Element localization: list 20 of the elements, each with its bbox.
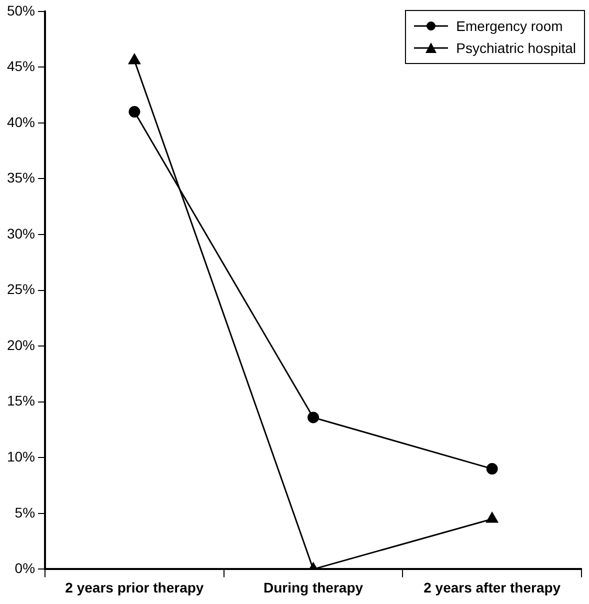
y-tick-label: 45% — [6, 58, 36, 74]
y-tick-label: 0% — [14, 560, 36, 576]
point — [486, 463, 498, 475]
x-tick-label: 2 years prior therapy — [65, 579, 204, 596]
point — [486, 512, 498, 523]
y-tick-label: 30% — [6, 225, 36, 242]
y-tick-label: 40% — [6, 114, 36, 130]
y-tick-label: 15% — [6, 392, 36, 409]
y-tick-label: 35% — [6, 170, 36, 186]
y-tick-label: 5% — [14, 504, 36, 520]
x-tick-label: 2 years after therapy — [424, 579, 561, 596]
y-tick-label: 50% — [6, 2, 36, 18]
point — [128, 106, 140, 118]
x-tick-label: During therapy — [263, 579, 364, 596]
y-tick-label: 10% — [6, 448, 36, 464]
legend-label: Emergency room — [456, 17, 563, 36]
y-tick-label: 20% — [6, 336, 36, 353]
point — [308, 412, 320, 424]
y-tick-label: 25% — [6, 281, 36, 298]
legend-label: Psychiatric hospital — [456, 39, 576, 58]
